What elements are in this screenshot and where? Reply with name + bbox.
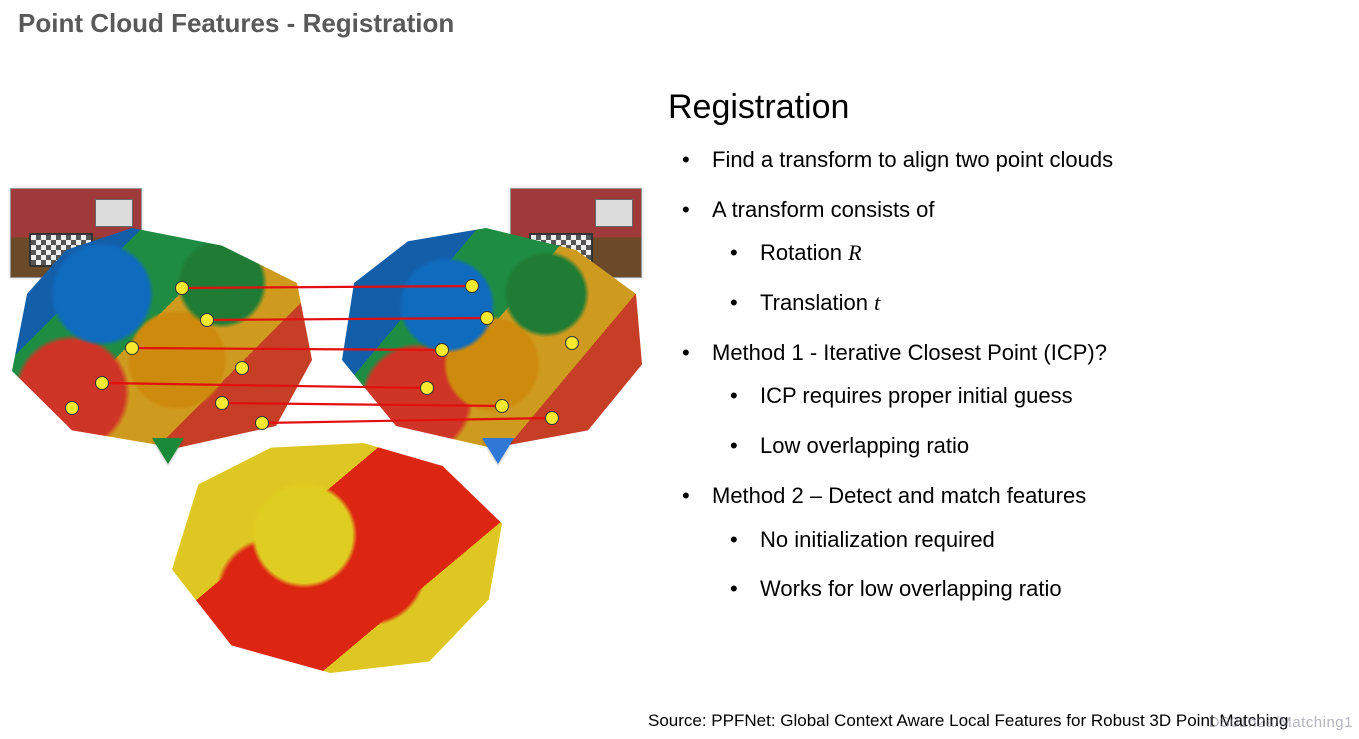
sub-bullet-item: ICP requires proper initial guess — [712, 381, 1328, 411]
bullet-text: A transform consists of — [712, 197, 935, 222]
math-symbol: t — [874, 290, 880, 315]
sub-bullet-item: Translation t — [712, 288, 1328, 318]
bullet-text: Find a transform to align two point clou… — [712, 147, 1113, 172]
sub-bullet-list: Rotation R Translation t — [712, 238, 1328, 317]
merge-arrow-left-icon — [152, 438, 184, 464]
bullet-text: Method 2 – Detect and match features — [712, 483, 1086, 508]
sub-bullet-item: Low overlapping ratio — [712, 431, 1328, 461]
merge-arrow-right-icon — [482, 438, 514, 464]
sub-bullet-text: ICP requires proper initial guess — [760, 383, 1073, 408]
content-column: Registration Find a transform to align t… — [668, 88, 1328, 624]
sub-bullet-text: Rotation — [760, 240, 848, 265]
slide: Point Cloud Features - Registration Regi… — [0, 0, 1359, 739]
sub-bullet-item: No initialization required — [712, 525, 1328, 555]
point-cloud-merged — [172, 443, 502, 673]
sub-bullet-list: No initialization required Works for low… — [712, 525, 1328, 604]
sub-bullet-item: Works for low overlapping ratio — [712, 574, 1328, 604]
sub-bullet-text: No initialization required — [760, 527, 995, 552]
sub-bullet-text: Low overlapping ratio — [760, 433, 969, 458]
sub-bullet-item: Rotation R — [712, 238, 1328, 268]
bullet-item: Method 2 – Detect and match features No … — [668, 481, 1328, 604]
page-title: Point Cloud Features - Registration — [18, 8, 454, 39]
math-symbol: R — [848, 240, 861, 265]
bullet-item: A transform consists of Rotation R Trans… — [668, 195, 1328, 318]
sub-bullet-text: Works for low overlapping ratio — [760, 576, 1062, 601]
watermark-text: DS01n2a/Matching1 — [1209, 714, 1353, 731]
sub-bullet-text: Translation — [760, 290, 874, 315]
bullet-item: Find a transform to align two point clou… — [668, 145, 1328, 175]
point-cloud-left — [12, 228, 312, 448]
section-heading: Registration — [668, 88, 1328, 127]
sub-bullet-list: ICP requires proper initial guess Low ov… — [712, 381, 1328, 460]
bullet-text: Method 1 - Iterative Closest Point (ICP)… — [712, 340, 1107, 365]
bullet-list: Find a transform to align two point clou… — [668, 145, 1328, 604]
registration-figure — [12, 188, 642, 676]
bullet-item: Method 1 - Iterative Closest Point (ICP)… — [668, 338, 1328, 461]
